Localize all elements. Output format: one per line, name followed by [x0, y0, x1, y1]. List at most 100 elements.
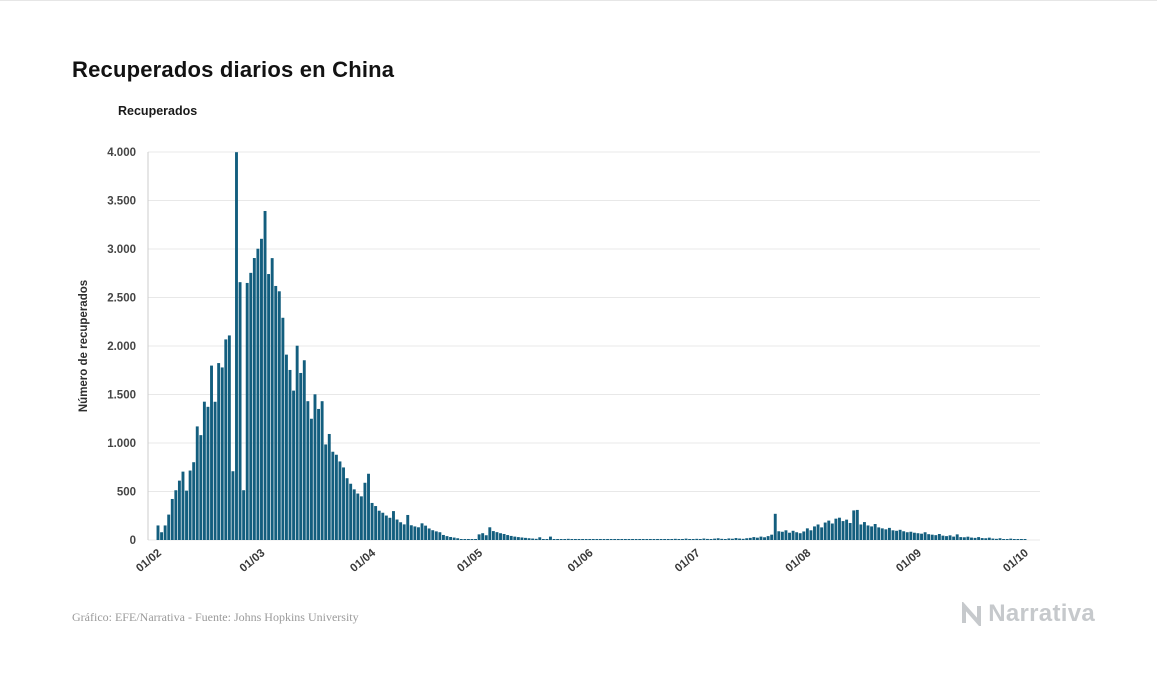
bar — [631, 539, 634, 540]
bar — [295, 345, 299, 540]
bar — [855, 509, 859, 540]
y-tick-label: 1.500 — [107, 390, 136, 402]
bar — [695, 538, 699, 540]
bar — [195, 426, 199, 540]
bar — [620, 539, 624, 540]
bar — [466, 539, 470, 540]
bar — [862, 522, 866, 541]
bar — [284, 354, 288, 540]
bar — [1019, 539, 1023, 540]
bar — [877, 527, 881, 540]
bar — [766, 536, 770, 540]
bar — [227, 335, 231, 540]
bar — [873, 524, 877, 540]
bar — [359, 496, 363, 540]
bar — [577, 539, 581, 540]
narrativa-n-icon — [962, 602, 982, 626]
bar — [805, 528, 809, 540]
bar — [434, 531, 438, 540]
page-top-border — [0, 0, 1157, 1]
bar — [381, 512, 385, 540]
bar — [859, 524, 863, 540]
bar — [681, 539, 684, 540]
bar — [916, 533, 920, 540]
bar — [852, 510, 856, 541]
bar — [659, 539, 663, 540]
bar — [441, 534, 445, 540]
y-axis-label: Número de recuperados — [78, 280, 90, 412]
bar — [995, 538, 998, 540]
bar — [181, 471, 185, 540]
bar — [734, 538, 738, 540]
bar — [402, 524, 406, 540]
bar — [299, 372, 303, 540]
bar — [242, 490, 246, 540]
bar — [930, 534, 934, 540]
bar — [770, 534, 774, 540]
bar — [955, 534, 959, 540]
bar — [702, 538, 706, 540]
y-tick-label: 500 — [117, 487, 136, 499]
x-tick-label: 01/06 — [566, 547, 596, 575]
recovered-bar-chart: Número de recuperados 0 500 1.000 1.500 2.00… — [78, 147, 1040, 575]
bar — [1005, 539, 1009, 540]
bar — [927, 534, 931, 540]
bar — [755, 537, 759, 540]
bar — [499, 533, 502, 540]
bar — [788, 532, 791, 540]
bar — [713, 538, 717, 540]
footer-credit: Gráfico: EFE/Narrativa - Fuente: Johns H… — [72, 610, 359, 624]
bar — [709, 539, 713, 540]
bar — [998, 538, 1002, 540]
bar — [406, 514, 410, 540]
bar — [302, 360, 306, 540]
bar — [252, 258, 256, 540]
bar — [970, 537, 973, 540]
bar — [235, 152, 238, 540]
bar — [270, 258, 274, 540]
bar — [317, 408, 321, 540]
bar — [777, 531, 781, 540]
bar — [684, 538, 688, 540]
bar — [980, 538, 984, 540]
bar — [388, 517, 392, 540]
bar — [520, 537, 524, 540]
bar — [263, 210, 267, 540]
page-title: Recuperados diarios en China — [72, 56, 395, 82]
bar — [160, 532, 164, 540]
bar — [556, 539, 560, 540]
bar — [584, 539, 588, 540]
bar — [231, 471, 235, 540]
bar — [895, 530, 899, 540]
bar — [884, 529, 888, 540]
bar — [249, 272, 253, 540]
bar — [934, 535, 938, 540]
legend-swatch — [75, 105, 108, 118]
bar — [723, 539, 727, 540]
bar — [716, 538, 720, 540]
y-tick-label: 0 — [130, 535, 136, 547]
bar — [409, 525, 413, 540]
bar — [488, 527, 492, 540]
bar — [809, 530, 813, 540]
bar — [741, 538, 745, 540]
bar — [202, 401, 206, 540]
bar — [962, 537, 966, 540]
bar — [516, 537, 520, 540]
bar — [730, 538, 734, 540]
bar — [260, 238, 263, 540]
bar — [309, 418, 313, 540]
bar — [445, 536, 449, 540]
bar — [802, 531, 806, 540]
bar — [752, 537, 756, 540]
bar — [966, 536, 970, 540]
bar — [384, 515, 388, 540]
bar — [663, 539, 667, 540]
bar — [638, 539, 642, 540]
bar — [573, 539, 577, 540]
y-tick-label: 1.000 — [107, 438, 136, 450]
bar — [224, 339, 228, 540]
x-tick-label: 01/07 — [673, 547, 703, 575]
narrativa-logo: Narrativa — [960, 600, 1095, 628]
bar — [374, 506, 378, 540]
